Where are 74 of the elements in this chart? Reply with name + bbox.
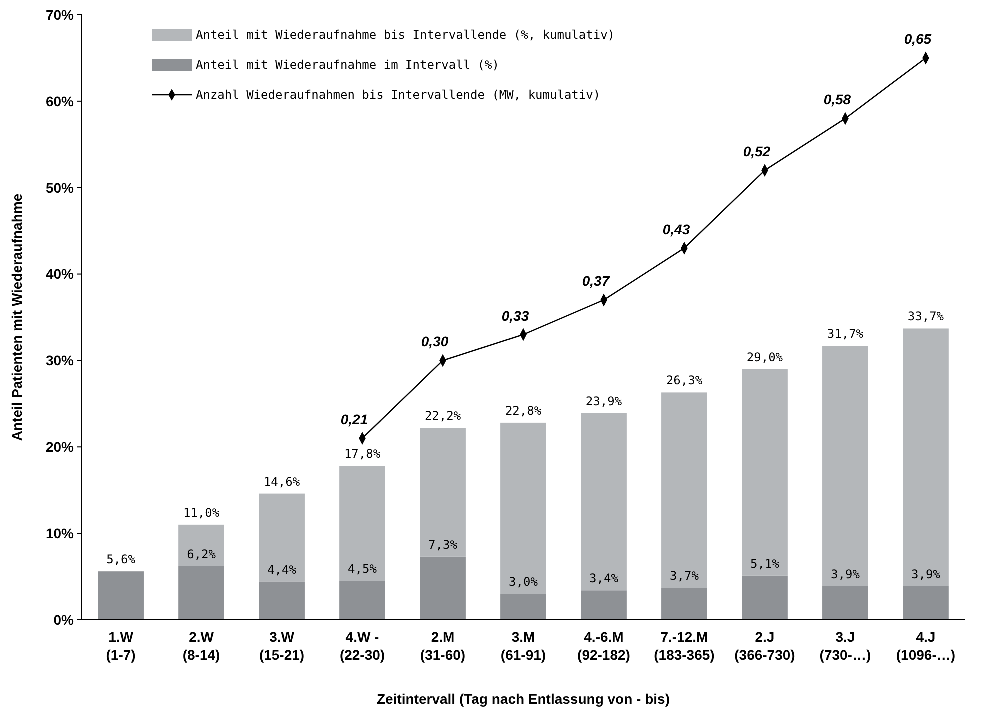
y-tick-label: 10%	[46, 525, 75, 542]
y-tick-label: 70%	[46, 6, 75, 23]
bar	[178, 566, 224, 620]
y-axis-title: Anteil Patienten mit Wiederaufnahme	[9, 194, 25, 442]
y-tick-label: 60%	[46, 93, 75, 110]
x-tick-label: 3.M (61-91)	[500, 629, 546, 663]
x-tick-label: 4.W - (22-30)	[340, 629, 386, 663]
bar	[903, 328, 949, 586]
bar	[98, 572, 144, 620]
data-label: 4,4%	[268, 562, 298, 577]
bar	[903, 586, 949, 620]
y-tick-label: 30%	[46, 352, 75, 369]
bar	[500, 594, 546, 620]
x-tick-label: 4.-6.M (92-182)	[578, 629, 630, 663]
data-label: 3,9%	[912, 567, 942, 582]
x-tick-label: 3.W (15-21)	[259, 629, 305, 663]
total-label: 23,9%	[586, 394, 623, 408]
bar	[581, 590, 627, 620]
bar	[259, 582, 305, 620]
data-label: 0,52	[743, 144, 771, 160]
data-label: 0,58	[824, 92, 852, 108]
bar	[662, 588, 708, 620]
data-label: 3,7%	[670, 569, 700, 584]
data-label: 0,43	[662, 221, 690, 238]
legend-label: Anteil mit Wiederaufnahme im Intervall (%)	[196, 58, 500, 72]
total-label: 11,0%	[183, 506, 220, 520]
data-label: 0,37	[582, 273, 611, 290]
data-label: 3,0%	[509, 575, 539, 590]
bar	[581, 413, 627, 591]
data-label: 6,2%	[187, 547, 217, 562]
total-label: 5,6%	[106, 552, 136, 567]
total-label: 22,2%	[424, 409, 462, 424]
x-tick-label: 7.-12.M (183-365)	[654, 629, 715, 663]
y-tick-label: 20%	[46, 439, 75, 456]
total-label: 31,7%	[827, 327, 864, 342]
bar	[340, 581, 386, 620]
bar	[178, 524, 224, 566]
x-tick-label: 2.M (31-60)	[420, 629, 466, 663]
bar	[420, 556, 466, 620]
total-label: 29,0%	[746, 350, 784, 364]
total-label: 14,6%	[264, 474, 301, 489]
data-label: 7,3%	[428, 538, 458, 552]
data-label: 5,1%	[750, 556, 780, 571]
y-tick-label: 50%	[46, 180, 75, 196]
legend-label: Anteil mit Wiederaufnahme bis Intervallende (%, kumulativ)	[196, 28, 616, 42]
data-label: 0,21	[340, 412, 368, 428]
data-label: 4,5%	[348, 562, 378, 576]
bar	[742, 369, 788, 576]
data-label: 0,30	[421, 334, 449, 350]
bar	[822, 586, 868, 620]
data-label: 0,65	[904, 31, 932, 48]
data-label: 3,4%	[590, 572, 620, 586]
x-tick-label: 3.J (730-…)	[820, 629, 872, 663]
bar	[662, 392, 708, 588]
x-tick-label: 4.J (1096-…)	[896, 629, 956, 663]
total-label: 17,8%	[344, 447, 382, 462]
bar	[500, 422, 546, 594]
y-tick-label: 0%	[54, 612, 75, 628]
total-label: 26,3%	[666, 374, 704, 388]
total-label: 33,7%	[908, 310, 945, 324]
bar	[340, 466, 386, 582]
bar	[259, 494, 305, 582]
bar	[742, 576, 788, 620]
total-label: 22,8%	[505, 404, 542, 418]
x-tick-label: 2.W (8-14)	[182, 629, 220, 663]
y-tick-label: 40%	[46, 266, 75, 282]
legend-label: Anzahl Wiederaufnahmen bis Intervallende (MW, kumulativ)	[196, 88, 601, 102]
data-label: 3,9%	[831, 567, 861, 582]
data-label: 0,33	[502, 308, 530, 324]
x-axis-title: Zeitintervall (Tag nach Entlassung von - bis)	[376, 691, 670, 707]
x-tick-label: 2.J (366-730)	[734, 629, 796, 663]
bar	[822, 346, 868, 586]
x-tick-label: 1.W (1-7)	[106, 629, 136, 663]
bar	[420, 428, 466, 557]
